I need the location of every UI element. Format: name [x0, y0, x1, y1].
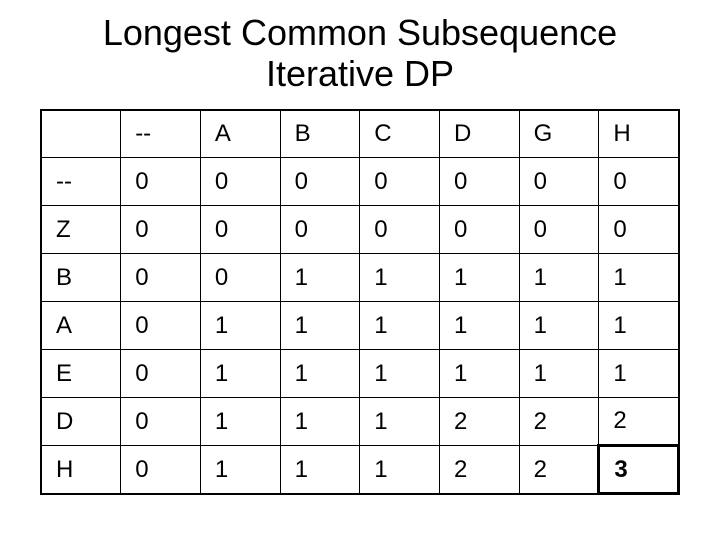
table-row: E0111111: [41, 350, 679, 398]
row-header: Z: [41, 206, 121, 254]
table-cell: 1: [439, 302, 519, 350]
col-header: A: [200, 110, 280, 158]
row-header: B: [41, 254, 121, 302]
table-cell: 0: [121, 350, 201, 398]
table-cell: 2: [519, 446, 599, 494]
table-cell: 2: [439, 446, 519, 494]
table-cell: 1: [280, 302, 360, 350]
table-cell: 1: [599, 350, 679, 398]
table-cell: 1: [200, 398, 280, 446]
table-cell: 1: [200, 446, 280, 494]
table-row: A0111111: [41, 302, 679, 350]
row-header: D: [41, 398, 121, 446]
table-cell: 0: [121, 254, 201, 302]
table-cell: 1: [519, 350, 599, 398]
row-header: --: [41, 158, 121, 206]
table-cell: 0: [280, 206, 360, 254]
table-cell: 0: [200, 158, 280, 206]
table-header-row: --ABCDGH: [41, 110, 679, 158]
table-cell: 1: [280, 254, 360, 302]
col-header: B: [280, 110, 360, 158]
table-row: Z0000000: [41, 206, 679, 254]
table-cell: 0: [121, 206, 201, 254]
table-cell: 0: [121, 302, 201, 350]
table-cell: 0: [519, 158, 599, 206]
row-header: H: [41, 446, 121, 494]
table-cell: 0: [200, 206, 280, 254]
table-cell: 1: [360, 446, 440, 494]
table-cell: 0: [121, 158, 201, 206]
table-cell: 1: [439, 254, 519, 302]
slide-title: Longest Common Subsequence Iterative DP: [30, 12, 690, 95]
table-cell: 1: [599, 254, 679, 302]
table-row: B0011111: [41, 254, 679, 302]
table-cell: 2: [599, 398, 679, 446]
col-header: D: [439, 110, 519, 158]
table-cell: 1: [280, 446, 360, 494]
table-cell: 1: [200, 302, 280, 350]
table-row: --0000000: [41, 158, 679, 206]
table-cell: 2: [439, 398, 519, 446]
table-cell: 0: [519, 206, 599, 254]
table-cell: 0: [360, 206, 440, 254]
title-line-2: Iterative DP: [266, 53, 454, 94]
table-cell: 0: [280, 158, 360, 206]
col-header: C: [360, 110, 440, 158]
table-cell: 3: [599, 446, 679, 494]
table-row: H0111223: [41, 446, 679, 494]
row-header: A: [41, 302, 121, 350]
col-header: H: [599, 110, 679, 158]
table-cell: 0: [121, 446, 201, 494]
table-cell: 1: [519, 254, 599, 302]
table-cell: 1: [519, 302, 599, 350]
table-cell: 0: [121, 398, 201, 446]
table-container: --ABCDGH--0000000Z0000000B0011111A011111…: [30, 109, 690, 520]
table-cell: 0: [599, 158, 679, 206]
table-cell: 1: [280, 398, 360, 446]
table-cell: 1: [360, 302, 440, 350]
table-cell: 0: [360, 158, 440, 206]
slide: Longest Common Subsequence Iterative DP …: [0, 0, 720, 540]
table-cell: 0: [439, 206, 519, 254]
table-cell: 1: [360, 398, 440, 446]
table-row: D0111222: [41, 398, 679, 446]
table-cell: 1: [200, 350, 280, 398]
col-header: --: [121, 110, 201, 158]
title-line-1: Longest Common Subsequence: [103, 12, 617, 53]
table-cell: 0: [200, 254, 280, 302]
table-cell: 1: [360, 350, 440, 398]
col-header: G: [519, 110, 599, 158]
table-cell: 1: [439, 350, 519, 398]
dp-table: --ABCDGH--0000000Z0000000B0011111A011111…: [40, 109, 680, 496]
table-cell: 1: [360, 254, 440, 302]
table-cell: 0: [439, 158, 519, 206]
table-cell: 2: [519, 398, 599, 446]
table-cell: 1: [599, 302, 679, 350]
table-corner-blank: [41, 110, 121, 158]
table-cell: 0: [599, 206, 679, 254]
row-header: E: [41, 350, 121, 398]
table-cell: 1: [280, 350, 360, 398]
